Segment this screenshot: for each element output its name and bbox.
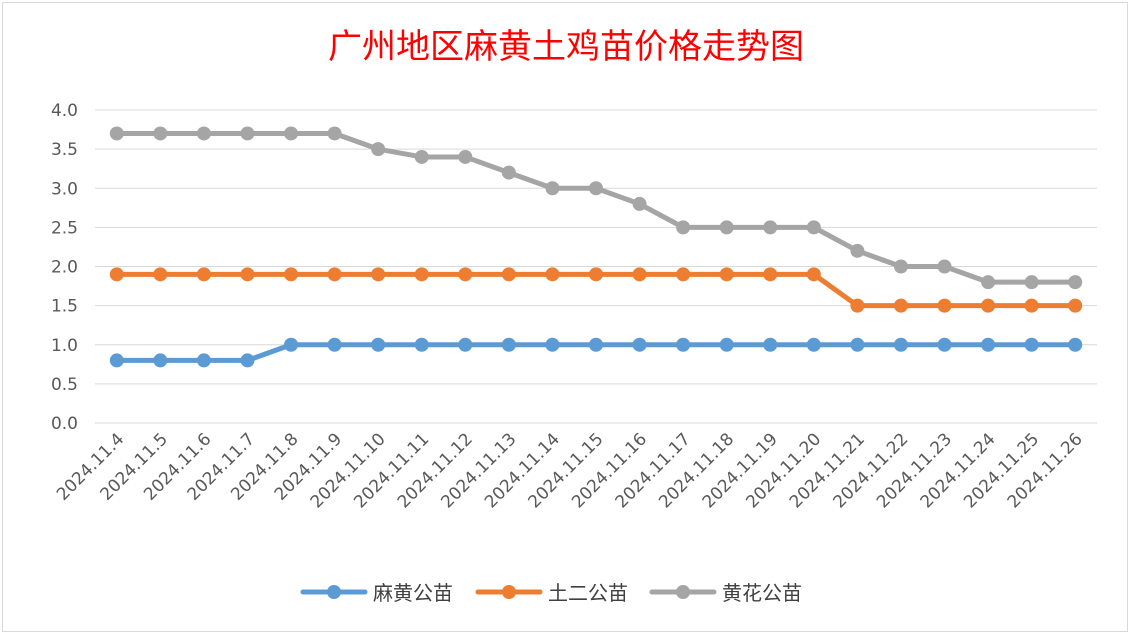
data-point <box>850 243 865 258</box>
data-point <box>240 267 255 282</box>
y-tick-label: 0.0 <box>51 414 78 434</box>
data-point <box>240 126 255 141</box>
data-point <box>196 267 211 282</box>
data-point <box>371 267 386 282</box>
legend-label: 土二公苗 <box>548 581 628 605</box>
data-point <box>109 126 124 141</box>
data-point <box>850 298 865 313</box>
data-point <box>589 337 603 352</box>
legend-label: 麻黄公苗 <box>373 581 453 605</box>
y-tick-label: 1.5 <box>51 297 78 317</box>
data-point <box>981 275 996 290</box>
data-point <box>109 267 124 282</box>
data-point <box>632 267 647 282</box>
data-point <box>153 267 168 282</box>
data-point <box>1068 275 1083 290</box>
data-point <box>937 298 952 313</box>
data-point <box>632 196 647 211</box>
data-point <box>196 126 211 141</box>
data-point <box>458 337 473 352</box>
data-point <box>676 220 691 235</box>
legend: 麻黄公苗 土二公苗 黄花公苗 <box>300 581 802 605</box>
data-point <box>763 337 778 352</box>
legend-label: 黄花公苗 <box>722 581 802 605</box>
data-point <box>589 181 603 196</box>
data-point <box>806 220 821 235</box>
data-point <box>1068 337 1083 352</box>
y-axis-ticks: 0.0 0.5 1.0 1.5 2.0 2.5 3.0 3.5 4.0 <box>51 101 78 434</box>
series-1 <box>109 337 1083 368</box>
data-point <box>1024 337 1039 352</box>
data-point <box>1024 275 1039 290</box>
y-tick-label: 3.0 <box>51 179 78 199</box>
x-axis-ticks: 2024.11.42024.11.52024.11.62024.11.72024… <box>53 429 1087 512</box>
series-lines <box>109 126 1083 368</box>
series-2 <box>109 267 1083 313</box>
data-point <box>327 126 342 141</box>
data-point <box>937 337 952 352</box>
data-point <box>284 126 299 141</box>
data-point <box>371 337 386 352</box>
data-point <box>719 220 734 235</box>
y-tick-label: 2.0 <box>51 258 78 278</box>
data-point <box>1024 298 1039 313</box>
y-tick-label: 0.5 <box>51 375 78 395</box>
data-point <box>676 267 691 282</box>
data-point <box>327 337 342 352</box>
data-point <box>676 337 691 352</box>
data-point <box>893 337 908 352</box>
data-point <box>414 149 429 164</box>
chart-title: 广州地区麻黄土鸡苗价格走势图 <box>328 27 804 67</box>
data-point <box>763 267 778 282</box>
data-point <box>763 220 778 235</box>
data-point <box>501 337 516 352</box>
data-point <box>589 267 603 282</box>
series-line <box>114 130 1078 285</box>
data-point <box>893 259 908 274</box>
data-point <box>719 337 734 352</box>
data-point <box>109 353 124 368</box>
data-point <box>458 267 473 282</box>
legend-swatch-marker <box>676 585 690 599</box>
data-point <box>371 142 386 157</box>
data-point <box>196 353 211 368</box>
data-point <box>414 337 429 352</box>
data-point <box>414 267 429 282</box>
data-point <box>327 267 342 282</box>
data-point <box>937 259 952 274</box>
series-3 <box>109 126 1083 290</box>
data-point <box>545 181 560 196</box>
data-point <box>153 353 168 368</box>
data-point <box>545 267 560 282</box>
data-point <box>806 267 821 282</box>
data-point <box>893 298 908 313</box>
data-point <box>850 337 865 352</box>
data-point <box>1068 298 1083 313</box>
data-point <box>981 337 996 352</box>
y-tick-label: 4.0 <box>51 101 78 121</box>
data-point <box>458 149 473 164</box>
data-point <box>632 337 647 352</box>
data-point <box>806 337 821 352</box>
data-point <box>240 353 255 368</box>
data-point <box>719 267 734 282</box>
legend-swatch-marker <box>502 585 516 599</box>
gridlines <box>95 109 1097 424</box>
data-point <box>981 298 996 313</box>
y-tick-label: 2.5 <box>51 218 78 238</box>
y-tick-label: 1.0 <box>51 336 78 356</box>
data-point <box>501 165 516 180</box>
data-point <box>545 337 560 352</box>
legend-swatch-marker <box>327 585 341 599</box>
data-point <box>501 267 516 282</box>
data-point <box>284 337 299 352</box>
data-point <box>153 126 168 141</box>
data-point <box>284 267 299 282</box>
y-tick-label: 3.5 <box>51 140 78 160</box>
